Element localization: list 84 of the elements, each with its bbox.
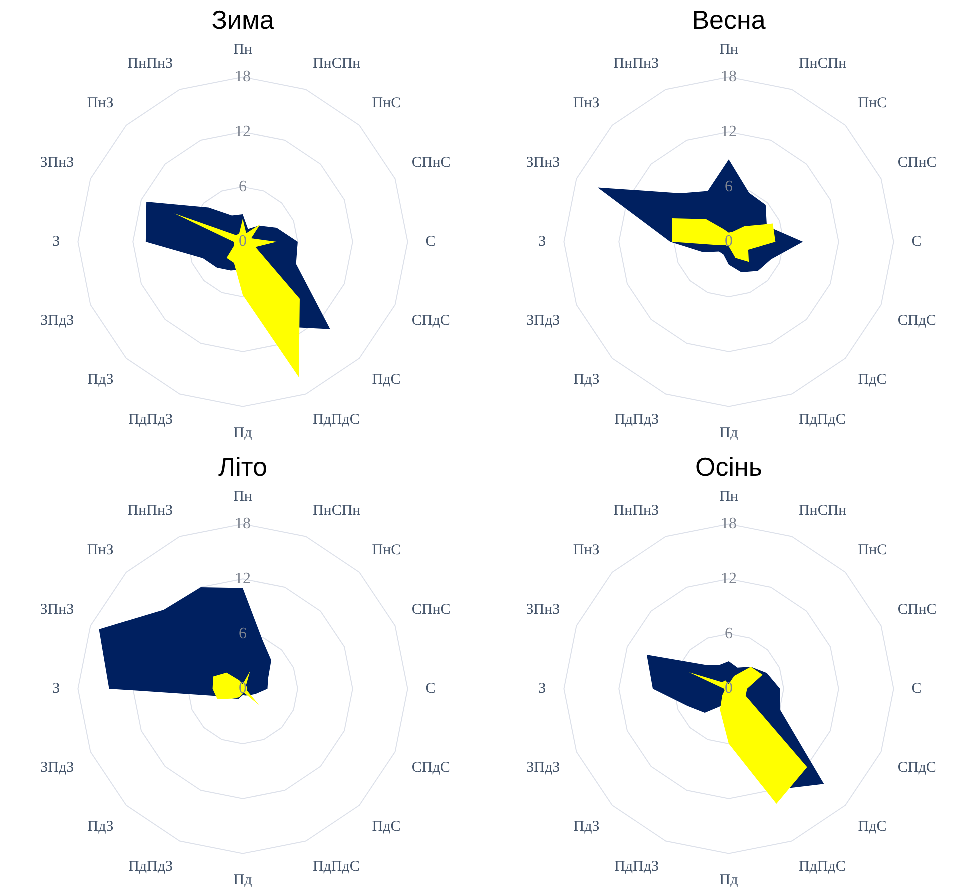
spoke-label: ЗПнЗ (526, 154, 560, 171)
spoke-label: ПнЗ (87, 542, 114, 559)
spoke-label: Пд (720, 872, 739, 889)
spoke-label: ЗПнЗ (40, 154, 74, 171)
spoke-label: ЗПдЗ (40, 760, 74, 776)
spoke-label: ПнПнЗ (614, 56, 660, 72)
spoke-label: СПнС (898, 154, 937, 171)
spoke-label: ПдС (372, 819, 401, 836)
spoke-label: ПнПнЗ (128, 56, 174, 72)
spoke-label: С (426, 234, 436, 250)
spoke-label: ПнС (858, 96, 888, 112)
spoke-label: С (912, 234, 922, 250)
spoke-label: ПдЗ (574, 819, 600, 836)
spoke-label: ПнЗ (573, 542, 600, 559)
spoke-label: Пн (234, 489, 252, 506)
spoke-label: ПдПдС (798, 858, 846, 875)
spoke-label: ЗПдЗ (526, 760, 560, 776)
spoke-label: ЗПнЗ (40, 602, 74, 618)
y-tick-label: 6 (239, 178, 247, 196)
y-tick-label: 18 (721, 515, 737, 532)
y-tick-label: 0 (239, 680, 247, 698)
spoke-label: ЗПдЗ (40, 312, 74, 329)
spoke-label: ПнСПн (798, 503, 847, 520)
spoke-label: ПнС (372, 96, 402, 112)
y-tick-label: 12 (235, 570, 251, 588)
spoke-label: ЗПнЗ (526, 602, 560, 618)
spoke-label: ПнСПн (798, 56, 847, 72)
spoke-label: ПдПдС (312, 412, 360, 428)
y-tick-label: 0 (725, 680, 733, 698)
y-tick-label: 0 (725, 233, 733, 250)
spoke-label: С (426, 680, 436, 697)
spoke-label: ПдС (858, 819, 887, 836)
spoke-label: ПдПдС (798, 412, 846, 428)
y-tick-label: 18 (721, 68, 737, 86)
spoke-label: Пн (720, 489, 738, 506)
spoke-label: СПдС (898, 312, 936, 329)
y-tick-label: 12 (235, 123, 251, 140)
spoke-label: ПдЗ (88, 819, 114, 836)
y-tick-label: 6 (725, 625, 733, 642)
spoke-label: ПнПнЗ (614, 503, 660, 520)
spoke-label: ПнЗ (87, 96, 114, 112)
spoke-label: ПнСПн (312, 503, 361, 520)
spoke-label: ПнС (858, 542, 888, 559)
y-tick-label: 18 (235, 515, 251, 532)
spoke-label: ПдПдЗ (128, 858, 174, 875)
spoke-label: ПдПдЗ (128, 412, 174, 428)
spoke-label: СПдС (412, 312, 450, 329)
spoke-label: ПдС (858, 372, 887, 388)
spoke-label: ПнС (372, 542, 402, 559)
spoke-label: Пд (234, 872, 253, 889)
y-tick-label: 12 (721, 123, 737, 140)
spoke-label: ПнПнЗ (128, 503, 174, 520)
spoke-label: ПдПдЗ (614, 858, 660, 875)
spoke-label: З (538, 234, 546, 250)
y-tick-label: 0 (239, 233, 247, 250)
spoke-label: З (538, 680, 546, 697)
spoke-label: СПдС (412, 760, 450, 776)
chart-title: Літо (218, 452, 268, 482)
spoke-label: ПдЗ (574, 372, 600, 388)
y-tick-label: 6 (725, 178, 733, 196)
spoke-label: Пн (720, 42, 738, 58)
spoke-label: ПдПдС (312, 858, 360, 875)
spoke-label: Пн (234, 42, 252, 58)
y-tick-label: 6 (239, 625, 247, 642)
spoke-label: С (912, 680, 922, 697)
spoke-label: ПнСПн (312, 56, 361, 72)
spoke-label: СПдС (898, 760, 936, 776)
spoke-label: ЗПдЗ (526, 312, 560, 329)
spoke-label: ПнЗ (573, 96, 600, 112)
spoke-label: З (52, 680, 60, 697)
spoke-label: ПдС (372, 372, 401, 388)
spoke-label: СПнС (412, 602, 451, 618)
spoke-label: ПдПдЗ (614, 412, 660, 428)
spoke-label: СПнС (898, 602, 937, 618)
spoke-label: Пд (720, 426, 739, 442)
chart-title: Зима (212, 4, 275, 35)
spoke-label: Пд (234, 426, 253, 442)
chart-title: Весна (692, 4, 766, 35)
spoke-label: З (52, 234, 60, 250)
spoke-label: ПдЗ (88, 372, 114, 388)
y-tick-label: 18 (235, 68, 251, 86)
spoke-label: СПнС (412, 154, 451, 171)
y-tick-label: 12 (721, 570, 737, 588)
chart-title: Осінь (696, 452, 762, 482)
